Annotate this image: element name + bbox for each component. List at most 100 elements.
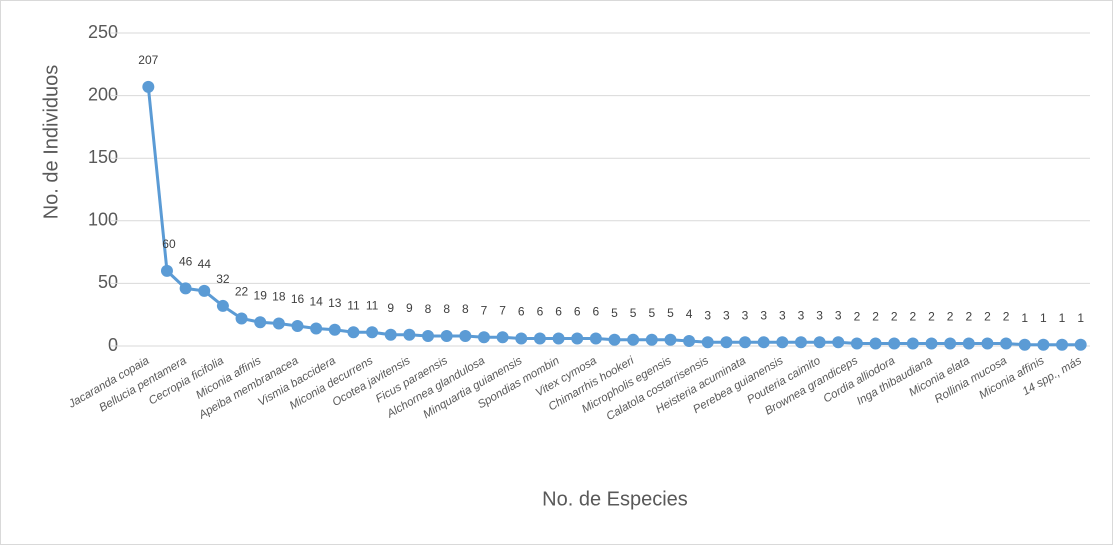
marker bbox=[925, 337, 938, 350]
marker bbox=[477, 331, 490, 344]
data-label: 3 bbox=[760, 308, 767, 322]
data-label: 3 bbox=[723, 308, 730, 322]
data-label: 5 bbox=[630, 306, 637, 320]
marker bbox=[216, 299, 229, 312]
marker bbox=[720, 336, 733, 349]
data-label: 9 bbox=[406, 301, 413, 315]
data-label: 2 bbox=[984, 310, 991, 324]
y-tick-label: 50 bbox=[98, 272, 118, 292]
data-label: 3 bbox=[816, 308, 823, 322]
marker bbox=[869, 337, 882, 350]
marker bbox=[1018, 338, 1031, 351]
marker bbox=[850, 337, 863, 350]
data-label: 1 bbox=[1077, 311, 1084, 325]
data-label: 2 bbox=[891, 310, 898, 324]
data-label: 6 bbox=[574, 305, 581, 319]
marker bbox=[1056, 338, 1069, 351]
data-label: 6 bbox=[518, 305, 525, 319]
x-axis-title: No. de Especies bbox=[542, 488, 688, 510]
y-tick-label: 150 bbox=[88, 147, 118, 167]
data-label: 3 bbox=[798, 308, 805, 322]
data-label: 11 bbox=[366, 298, 379, 312]
data-label: 46 bbox=[179, 255, 193, 269]
marker bbox=[160, 264, 173, 277]
marker bbox=[608, 333, 621, 346]
marker bbox=[571, 332, 584, 345]
marker bbox=[272, 317, 285, 330]
marker bbox=[291, 319, 304, 332]
data-label: 16 bbox=[291, 292, 305, 306]
data-label: 7 bbox=[481, 303, 488, 317]
marker bbox=[515, 332, 528, 345]
data-label: 3 bbox=[835, 308, 842, 322]
data-label: 2 bbox=[947, 310, 954, 324]
data-label: 5 bbox=[667, 306, 674, 320]
marker bbox=[235, 312, 248, 325]
data-label: 11 bbox=[347, 298, 360, 312]
data-label: 4 bbox=[686, 307, 693, 321]
marker bbox=[981, 337, 994, 350]
data-label: 18 bbox=[272, 290, 286, 304]
data-label: 60 bbox=[162, 237, 176, 251]
data-label: 8 bbox=[425, 302, 432, 316]
marker bbox=[552, 332, 565, 345]
marker bbox=[645, 333, 658, 346]
marker bbox=[366, 326, 379, 339]
y-axis-title: No. de Individuos bbox=[40, 65, 62, 220]
data-label: 5 bbox=[648, 306, 655, 320]
marker bbox=[422, 329, 435, 342]
marker bbox=[794, 336, 807, 349]
data-label: 3 bbox=[704, 308, 711, 322]
data-label: 2 bbox=[1003, 310, 1010, 324]
data-label: 44 bbox=[198, 257, 212, 271]
data-label: 22 bbox=[235, 285, 249, 299]
marker bbox=[739, 336, 752, 349]
marker bbox=[347, 326, 360, 339]
marker bbox=[962, 337, 975, 350]
y-tick-label: 0 bbox=[108, 335, 118, 355]
marker bbox=[701, 336, 714, 349]
marker bbox=[310, 322, 323, 335]
y-tick-label: 200 bbox=[88, 84, 118, 104]
data-label: 6 bbox=[593, 305, 600, 319]
marker bbox=[1037, 338, 1050, 351]
y-tick-label: 100 bbox=[88, 210, 118, 230]
marker bbox=[813, 336, 826, 349]
marker bbox=[683, 334, 696, 347]
data-label: 6 bbox=[555, 305, 562, 319]
data-label: 2 bbox=[928, 310, 935, 324]
marker bbox=[757, 336, 770, 349]
data-label: 2 bbox=[854, 310, 861, 324]
marker bbox=[944, 337, 957, 350]
data-label: 2 bbox=[910, 310, 917, 324]
y-tick-label: 250 bbox=[88, 22, 118, 42]
marker bbox=[888, 337, 901, 350]
data-label: 14 bbox=[309, 295, 323, 309]
marker bbox=[459, 329, 472, 342]
marker bbox=[496, 331, 509, 344]
marker bbox=[664, 333, 677, 346]
data-label: 1 bbox=[1021, 311, 1028, 325]
marker bbox=[776, 336, 789, 349]
data-label: 1 bbox=[1059, 311, 1066, 325]
marker bbox=[906, 337, 919, 350]
data-label: 3 bbox=[779, 308, 786, 322]
marker bbox=[384, 328, 397, 341]
marker bbox=[440, 329, 453, 342]
marker bbox=[179, 282, 192, 295]
marker bbox=[589, 332, 602, 345]
data-label: 9 bbox=[387, 301, 394, 315]
marker bbox=[142, 80, 155, 93]
marker bbox=[403, 328, 416, 341]
data-label: 8 bbox=[462, 302, 469, 316]
data-label: 1 bbox=[1040, 311, 1047, 325]
marker bbox=[832, 336, 845, 349]
data-label: 207 bbox=[138, 53, 158, 67]
marker bbox=[1074, 338, 1087, 351]
marker bbox=[198, 284, 211, 297]
marker bbox=[533, 332, 546, 345]
data-label: 5 bbox=[611, 306, 618, 320]
